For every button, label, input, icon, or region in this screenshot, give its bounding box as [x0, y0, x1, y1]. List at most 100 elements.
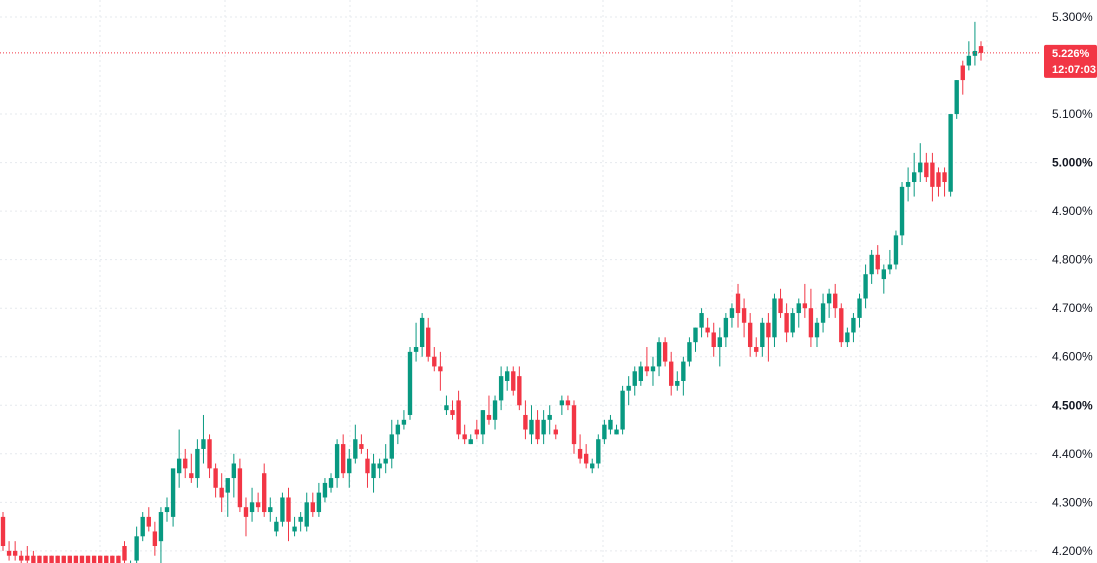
candle-body	[219, 487, 224, 498]
candle	[98, 555, 103, 563]
candle-body	[268, 507, 273, 513]
candle	[31, 550, 36, 563]
candle	[140, 512, 145, 542]
candle	[547, 405, 552, 435]
candle-body	[705, 327, 710, 333]
candle	[122, 541, 127, 563]
candle-body	[140, 516, 145, 537]
candle-body	[432, 356, 437, 367]
candle	[426, 317, 431, 362]
candle	[626, 376, 631, 406]
candle-body	[529, 419, 534, 435]
candle	[0, 512, 6, 551]
candle-body	[176, 458, 182, 474]
price-axis[interactable]: 5.300% 5.100% 5.000% 4.900% 4.800% 4.700% 4.60…	[1052, 10, 1093, 558]
candle-body	[280, 497, 285, 522]
candle-body	[231, 463, 237, 479]
candle-body	[462, 434, 467, 440]
candle	[158, 507, 164, 563]
candle-body	[851, 317, 856, 333]
candle	[359, 434, 364, 454]
candle-body	[486, 414, 492, 420]
candle	[207, 434, 212, 479]
candle-body	[79, 555, 85, 563]
current-price-tag: 5.226% 12:07:03	[1044, 44, 1097, 78]
candle	[12, 541, 18, 561]
candle-body	[49, 555, 54, 563]
candle-body	[656, 342, 662, 367]
candle	[67, 555, 73, 563]
candle-body	[687, 342, 692, 362]
candle-body	[383, 458, 388, 464]
candle-body	[237, 468, 243, 508]
candle	[954, 80, 959, 119]
candle	[778, 288, 783, 318]
candle	[924, 152, 929, 183]
candle	[419, 313, 425, 357]
candle	[820, 293, 826, 333]
candle-body	[195, 448, 200, 479]
candle-body	[541, 419, 546, 435]
candle	[328, 473, 334, 493]
candle-body	[213, 468, 218, 488]
candle	[875, 245, 880, 275]
candle-body	[553, 429, 558, 435]
candle	[559, 395, 565, 415]
candle	[632, 366, 637, 396]
candle	[486, 395, 492, 425]
candle	[450, 400, 455, 420]
candle-body	[504, 371, 510, 381]
candle-body	[474, 429, 480, 435]
candle	[438, 351, 443, 391]
candle-body	[328, 478, 334, 488]
candle-body	[833, 293, 838, 309]
candle-body	[699, 313, 704, 328]
candle	[292, 516, 297, 537]
candle	[614, 424, 619, 435]
candle	[49, 555, 54, 563]
candle-body	[790, 313, 795, 333]
candle-body	[419, 317, 425, 348]
candle	[930, 152, 935, 202]
candle-body	[456, 400, 461, 435]
bar-countdown-label: 12:07:03	[1052, 64, 1096, 76]
candle-body	[12, 550, 18, 556]
candle	[25, 546, 30, 563]
candle-body	[183, 458, 188, 469]
candle-body	[960, 65, 965, 81]
candle	[760, 317, 765, 357]
candle-body	[304, 502, 309, 527]
candle-body	[67, 555, 73, 563]
candle	[523, 400, 528, 440]
candle	[395, 419, 401, 445]
candle	[268, 497, 273, 522]
candle-body	[590, 463, 595, 469]
candle-body	[869, 254, 874, 275]
candle-body	[365, 458, 370, 474]
candle	[644, 347, 650, 377]
candle	[833, 283, 838, 318]
candle	[176, 429, 182, 488]
candle-body	[85, 555, 91, 563]
y-tick-label: 5.100%	[1052, 107, 1093, 121]
y-tick-label: 4.800%	[1052, 253, 1093, 267]
candle-body	[438, 366, 443, 372]
candle	[79, 555, 85, 563]
candle	[456, 390, 461, 440]
candle-body	[310, 502, 315, 513]
y-tick-label: 4.500%	[1052, 398, 1093, 412]
candle	[85, 555, 91, 563]
candle-body	[559, 400, 565, 406]
candle-body	[426, 327, 431, 357]
candle-body	[875, 254, 880, 270]
candle	[371, 453, 376, 493]
candle	[316, 482, 322, 517]
candle-body	[37, 555, 42, 563]
candle-body	[717, 337, 722, 348]
candle	[492, 395, 498, 430]
candle-body	[839, 308, 844, 343]
candle	[972, 21, 978, 66]
candle	[899, 182, 905, 246]
